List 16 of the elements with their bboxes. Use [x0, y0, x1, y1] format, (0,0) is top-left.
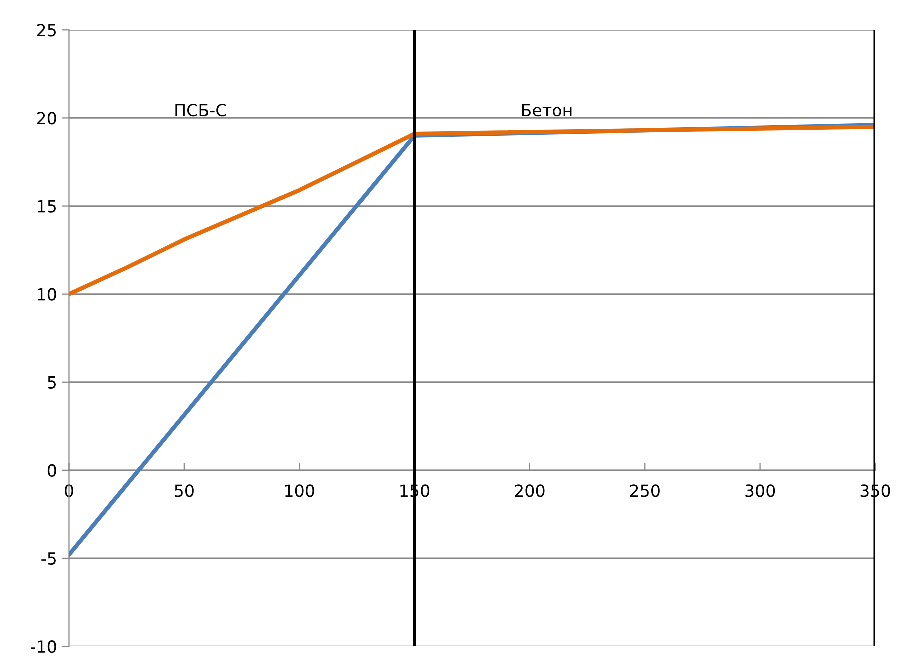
y-tick-label: 15	[38, 200, 56, 213]
annotation: Бетон	[522, 104, 572, 117]
y-tick-label: -10	[31, 640, 56, 654]
y-tick-label: 10	[38, 288, 56, 301]
y-tick-label: 0	[48, 464, 56, 478]
y-tick-label: -5	[42, 552, 56, 566]
x-tick-label: 100	[286, 484, 314, 498]
y-tick-label: 25	[37, 24, 56, 37]
y-tick-label: 20	[37, 112, 56, 125]
x-tick-label: 300	[746, 484, 776, 498]
x-tick-label: 250	[630, 484, 660, 498]
x-tick-label: 200	[515, 484, 545, 498]
x-tick-label: 50	[175, 484, 194, 498]
y-tick-label: 5	[48, 376, 56, 389]
annotation: ПСБ-С	[176, 104, 226, 117]
x-tick-label: 0	[65, 484, 74, 498]
